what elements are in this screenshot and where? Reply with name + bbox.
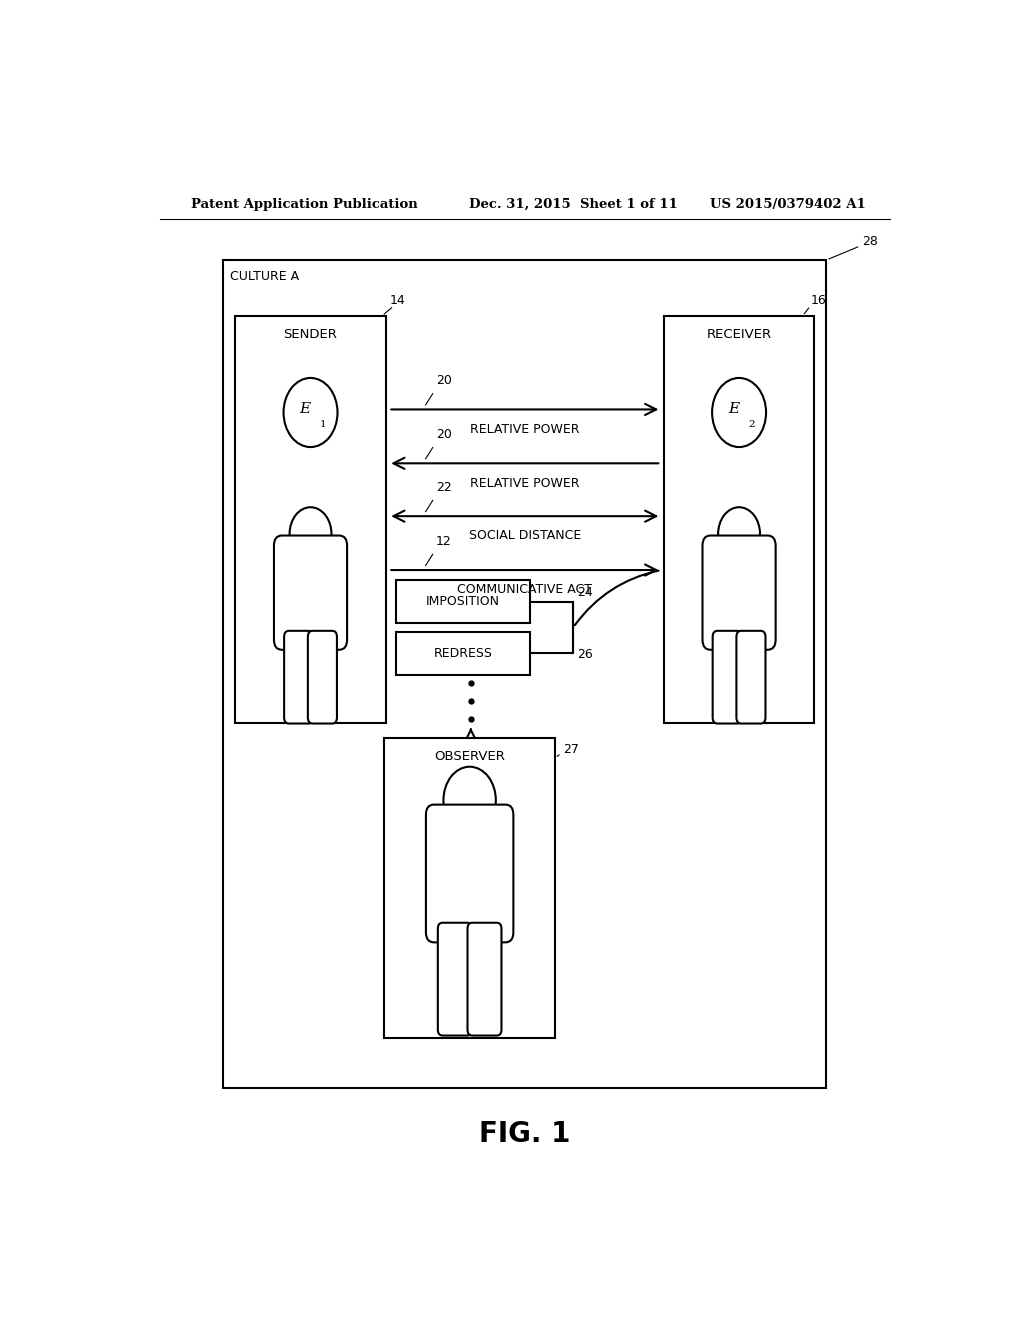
Text: IMPOSITION: IMPOSITION xyxy=(426,595,500,609)
Text: FIG. 1: FIG. 1 xyxy=(479,1121,570,1148)
Circle shape xyxy=(443,767,496,834)
FancyBboxPatch shape xyxy=(713,631,741,723)
Bar xyxy=(396,581,529,623)
Text: E: E xyxy=(728,403,739,416)
Text: 27: 27 xyxy=(563,743,579,756)
Text: 12: 12 xyxy=(436,535,452,548)
Text: 14: 14 xyxy=(390,294,406,306)
Text: E: E xyxy=(299,403,310,416)
Circle shape xyxy=(718,507,760,561)
Text: 2: 2 xyxy=(749,420,755,429)
Text: SENDER: SENDER xyxy=(284,329,338,341)
Text: RECEIVER: RECEIVER xyxy=(707,329,772,341)
Text: OBSERVER: OBSERVER xyxy=(434,750,505,763)
Bar xyxy=(223,260,826,1089)
FancyBboxPatch shape xyxy=(438,923,472,1036)
Bar xyxy=(396,632,529,675)
FancyBboxPatch shape xyxy=(426,805,513,942)
Text: 20: 20 xyxy=(436,429,452,441)
Circle shape xyxy=(712,378,766,447)
FancyBboxPatch shape xyxy=(284,631,313,723)
Text: COMMUNICATIVE ACT: COMMUNICATIVE ACT xyxy=(458,583,592,597)
Text: 20: 20 xyxy=(436,375,452,388)
Text: US 2015/0379402 A1: US 2015/0379402 A1 xyxy=(711,198,866,211)
FancyBboxPatch shape xyxy=(702,536,775,649)
FancyBboxPatch shape xyxy=(274,536,347,649)
Text: CULTURE A: CULTURE A xyxy=(229,271,299,284)
Bar xyxy=(664,315,814,722)
Bar xyxy=(384,738,555,1038)
Text: 22: 22 xyxy=(436,482,452,494)
Text: RELATIVE POWER: RELATIVE POWER xyxy=(470,422,580,436)
Text: Patent Application Publication: Patent Application Publication xyxy=(191,198,418,211)
Text: SOCIAL DISTANCE: SOCIAL DISTANCE xyxy=(469,529,581,543)
FancyBboxPatch shape xyxy=(736,631,766,723)
FancyBboxPatch shape xyxy=(308,631,337,723)
FancyBboxPatch shape xyxy=(468,923,502,1036)
Text: RELATIVE POWER: RELATIVE POWER xyxy=(470,477,580,490)
Text: 24: 24 xyxy=(578,586,593,599)
Bar xyxy=(236,315,386,722)
Text: REDRESS: REDRESS xyxy=(433,647,493,660)
Text: Dec. 31, 2015  Sheet 1 of 11: Dec. 31, 2015 Sheet 1 of 11 xyxy=(469,198,678,211)
Text: 28: 28 xyxy=(862,235,878,248)
Text: 26: 26 xyxy=(578,648,593,661)
Text: 1: 1 xyxy=(319,420,327,429)
Circle shape xyxy=(290,507,332,561)
Circle shape xyxy=(284,378,338,447)
Text: 16: 16 xyxy=(811,294,826,306)
